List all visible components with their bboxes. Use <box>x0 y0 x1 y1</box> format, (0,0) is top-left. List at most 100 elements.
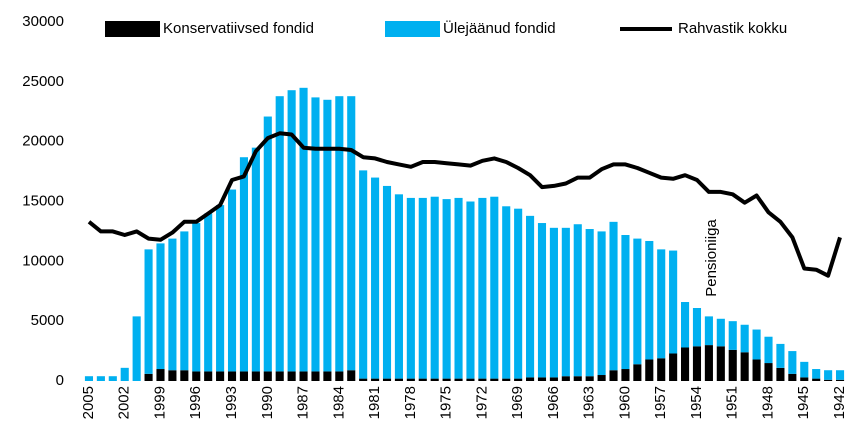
bar <box>359 170 368 379</box>
bar <box>287 90 296 372</box>
bar <box>645 240 654 360</box>
x-tick-label: 1951 <box>724 386 741 419</box>
y-tick-label: 5000 <box>31 312 64 329</box>
bar <box>216 371 225 381</box>
bar <box>192 371 201 381</box>
bar <box>585 229 594 377</box>
bar <box>585 376 594 381</box>
bar <box>251 371 260 381</box>
bar <box>669 250 678 354</box>
bar <box>621 369 630 381</box>
bar <box>561 227 570 377</box>
bar <box>335 96 344 372</box>
bar <box>120 367 129 381</box>
bar <box>180 231 189 371</box>
x-tick-label: 1966 <box>545 386 562 419</box>
bar <box>835 370 845 380</box>
bar <box>168 370 177 381</box>
y-tick-label: 15000 <box>22 192 64 209</box>
bar <box>168 238 177 371</box>
y-tick-label: 10000 <box>22 252 64 269</box>
x-tick-label: 2005 <box>80 386 97 419</box>
bar <box>466 201 475 379</box>
bar <box>84 376 94 381</box>
bar <box>382 185 392 379</box>
x-tick-label: 1993 <box>223 386 240 419</box>
bar <box>597 375 606 381</box>
bar <box>812 369 821 379</box>
bar <box>430 196 439 379</box>
bar <box>156 243 165 370</box>
bar <box>96 376 105 381</box>
bar <box>263 116 272 372</box>
bar <box>311 371 320 381</box>
bar <box>478 197 487 379</box>
bar <box>692 346 702 381</box>
x-tick-label: 1981 <box>366 386 383 419</box>
x-tick-label: 1987 <box>295 386 312 419</box>
bar <box>776 343 785 368</box>
bar <box>561 376 570 381</box>
bar <box>502 378 511 381</box>
bar <box>299 371 308 381</box>
bar <box>275 96 284 372</box>
bar <box>609 370 618 381</box>
bar <box>728 321 737 350</box>
bar <box>657 358 666 381</box>
bar <box>430 378 439 381</box>
bar <box>502 206 511 379</box>
bar <box>549 377 558 381</box>
bar <box>800 377 809 381</box>
bar <box>371 378 380 381</box>
bar <box>227 371 237 381</box>
x-tick-label: 1948 <box>759 386 776 419</box>
x-tick-label: 1999 <box>151 386 168 419</box>
bar <box>609 221 618 371</box>
bar <box>311 97 320 372</box>
bar <box>275 371 284 381</box>
bar <box>549 227 558 378</box>
bar <box>704 345 713 381</box>
bar <box>776 367 785 381</box>
bar <box>633 238 642 365</box>
bar <box>323 99 332 372</box>
bar <box>418 378 427 381</box>
bar <box>514 208 523 379</box>
bar <box>132 316 141 381</box>
bar <box>490 378 499 381</box>
bar <box>144 249 153 374</box>
bar <box>466 378 475 381</box>
legend-swatch <box>385 21 440 37</box>
x-tick-label: 1984 <box>330 386 347 419</box>
x-tick-label: 1975 <box>438 386 455 419</box>
x-tick-label: 1978 <box>402 386 419 419</box>
bar <box>537 223 547 378</box>
bar <box>740 324 749 353</box>
bar <box>514 378 523 381</box>
bar <box>800 361 809 378</box>
bar <box>263 371 272 381</box>
bar <box>335 371 344 381</box>
bar <box>573 224 582 377</box>
legend-label: Ülejäänud fondid <box>443 19 556 37</box>
bar <box>227 189 237 372</box>
bar <box>764 336 773 364</box>
bar <box>239 371 248 381</box>
bar <box>144 373 153 381</box>
bar <box>490 196 499 379</box>
bar <box>478 378 487 381</box>
y-tick-label: 30000 <box>22 13 64 30</box>
bar <box>716 318 725 347</box>
bar <box>180 370 189 381</box>
bar <box>108 376 117 381</box>
bar <box>716 346 725 381</box>
bar <box>287 371 296 381</box>
x-tick-label: 1954 <box>688 386 705 419</box>
y-tick-label: 25000 <box>22 73 64 90</box>
x-tick-label: 1972 <box>473 386 490 419</box>
bar <box>752 329 761 360</box>
bar <box>621 235 630 370</box>
bar <box>526 215 535 378</box>
x-tick-label: 1942 <box>831 386 848 419</box>
bar <box>359 378 368 381</box>
